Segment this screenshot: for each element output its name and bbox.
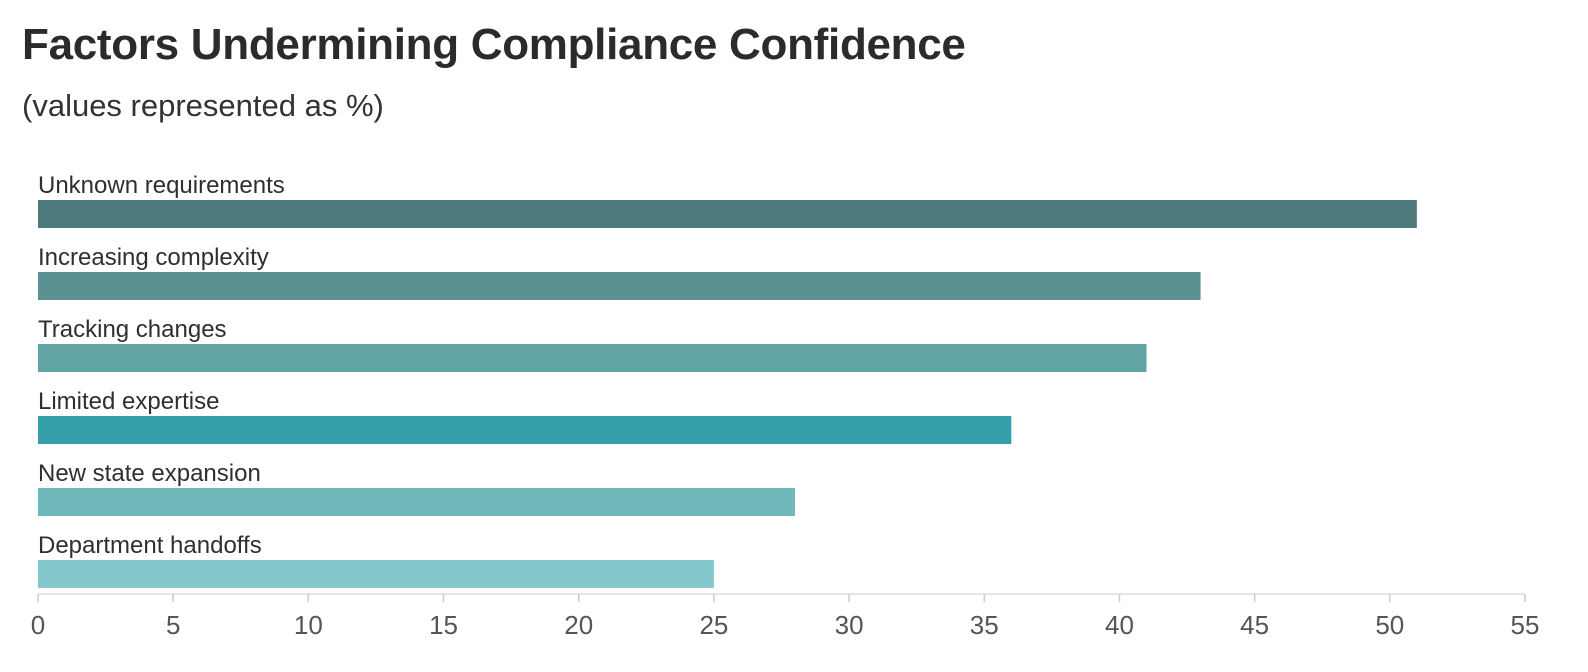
bar (38, 272, 1201, 300)
x-tick-label: 5 (166, 610, 180, 640)
chart-subtitle: (values represented as %) (22, 88, 384, 123)
bar (38, 560, 714, 588)
category-label: Increasing complexity (38, 244, 269, 271)
x-tick-label: 20 (564, 610, 593, 640)
category-label: New state expansion (38, 460, 261, 487)
x-axis: 0 5 10 15 20 25 30 35 40 45 50 55 (31, 593, 1540, 640)
bar (38, 488, 796, 516)
bar (38, 344, 1147, 372)
category-label: Department handoffs (38, 532, 262, 559)
bars-layer (38, 200, 1417, 588)
x-tick-label: 10 (294, 610, 323, 640)
bar (38, 416, 1012, 444)
x-tick-label: 15 (429, 610, 458, 640)
chart-title: Factors Undermining Compliance Confidenc… (22, 20, 966, 69)
x-tick-label: 30 (835, 610, 864, 640)
category-label: Limited expertise (38, 388, 219, 415)
x-tick-label: 40 (1105, 610, 1134, 640)
x-tick-label: 35 (970, 610, 999, 640)
category-label: Tracking changes (38, 316, 227, 343)
category-labels: Unknown requirements Increasing complexit… (38, 172, 285, 559)
category-label: Unknown requirements (38, 172, 285, 199)
x-tick-label: 55 (1511, 610, 1540, 640)
bar (38, 200, 1417, 228)
x-tick-label: 50 (1375, 610, 1404, 640)
x-tick-label: 45 (1240, 610, 1269, 640)
x-tick-label: 0 (31, 610, 45, 640)
x-tick-label: 25 (699, 610, 728, 640)
